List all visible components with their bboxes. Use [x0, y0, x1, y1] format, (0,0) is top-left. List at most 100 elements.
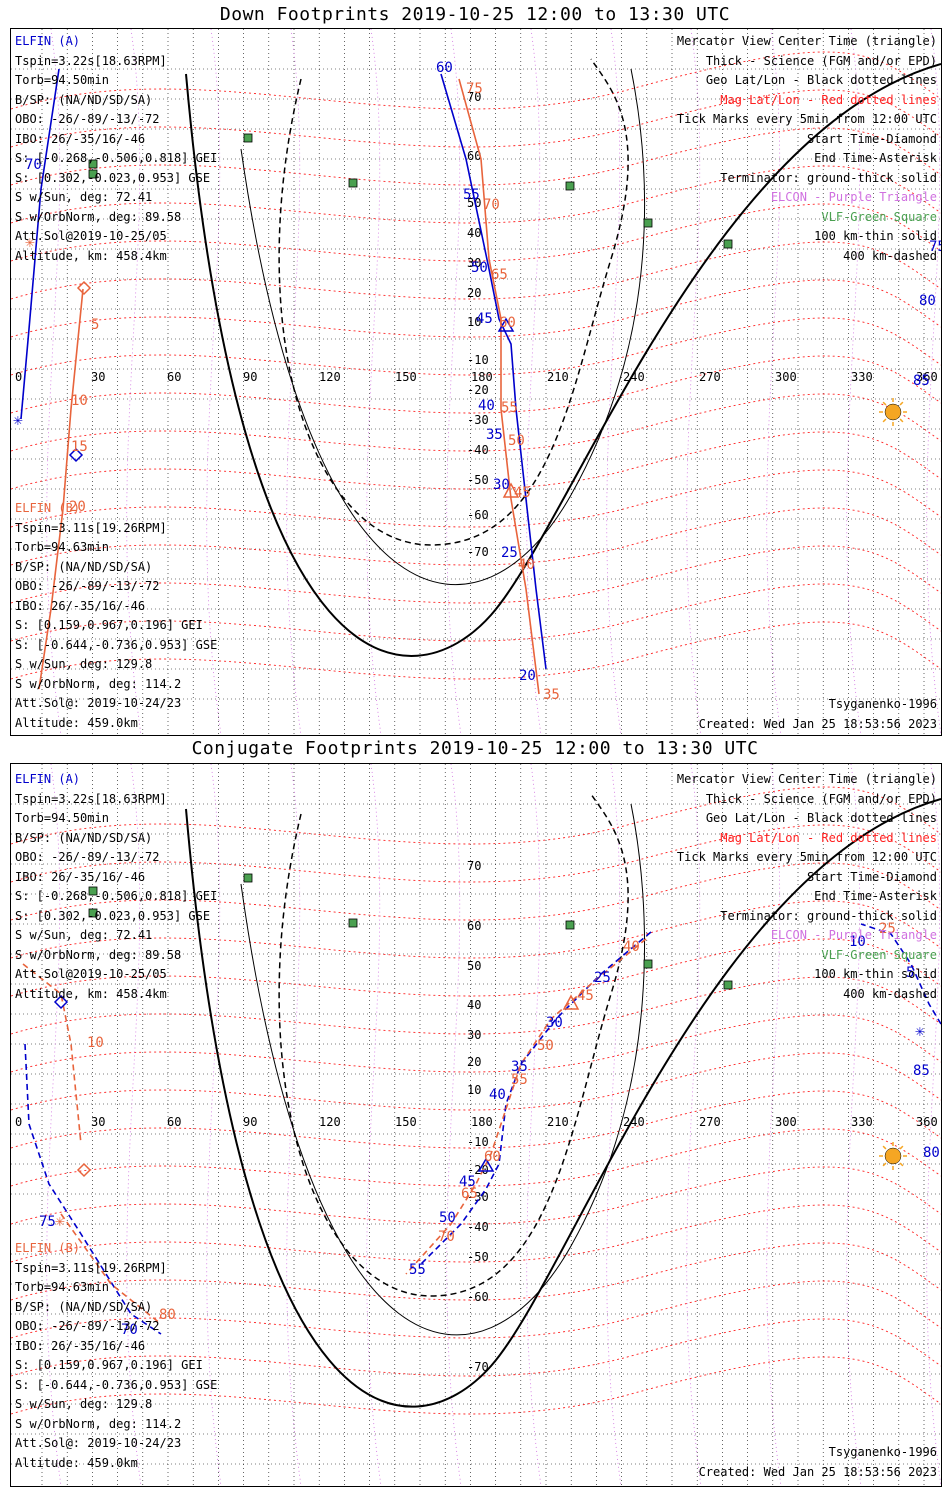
end-asterisk: ✳: [55, 1211, 65, 1230]
sat-a-line: OBO: -26/-89/-13/-72: [15, 850, 160, 864]
model-label: Tsyganenko-1996: [828, 1445, 937, 1459]
lon-tick-label: 300: [775, 1115, 797, 1129]
sat-a-line: S w/OrbNorm, deg: 89.58: [15, 209, 182, 224]
sat-a-tick-label: 20: [519, 668, 536, 684]
sat-a-tick-label: 25: [594, 970, 611, 986]
sat-a-line: Altitude, km: 458.4km: [15, 986, 167, 1001]
sat-a-line: S w/OrbNorm, deg: 89.58: [15, 947, 182, 962]
vlf-station-square: [723, 980, 733, 990]
mag-lat-line: [11, 900, 941, 959]
lat-tick-label: 60: [467, 919, 481, 933]
sat-a-line: Tspin=3.22s[18.63RPM]: [15, 53, 167, 68]
mag-lat-line: [11, 1166, 941, 1225]
sat-a-name: ELFIN (A): [15, 772, 81, 786]
sat-b-info: ELFIN (B) Tspin=3.11s[19.26RPM] Torb=94.…: [15, 1239, 217, 1473]
range-100km-line: [240, 68, 646, 585]
lat-tick-label: 20: [467, 286, 481, 300]
lon-tick-label: 60: [167, 370, 181, 384]
sat-b-tick-label: 65: [461, 1186, 478, 1202]
lon-tick-label: 240: [623, 370, 645, 384]
mag-lat-line: [11, 1014, 941, 1073]
mag-lat-line: [11, 393, 941, 452]
lat-tick-label: -40: [467, 443, 489, 457]
vlf-station-square: [348, 178, 358, 188]
sat-a-tick-label: 55: [463, 187, 480, 203]
view-center-triangle: [502, 482, 520, 498]
sat-a-line: Att.Sol@2019-10-25/05: [15, 229, 167, 243]
legend-item: Mercator View Center Time (triangle): [676, 34, 937, 48]
sun-icon: [884, 403, 902, 421]
mag-lat-line: [11, 165, 941, 224]
lon-tick-label: 270: [699, 370, 721, 384]
sat-b-tick-label: 20: [69, 499, 86, 515]
sat-b-tick-label: 25: [879, 921, 896, 937]
vlf-station-square: [643, 959, 653, 969]
sat-b-line: Altitude: 459.0km: [15, 715, 138, 730]
vlf-station-square: [88, 169, 98, 179]
sun-ray: [899, 401, 904, 406]
lat-tick-label: -60: [467, 1290, 489, 1304]
sat-a-line: Att.Sol@2019-10-25/05: [15, 967, 167, 981]
sat-a-info: ELFIN (A) Tspin=3.22s[18.63RPM] Torb=94.…: [15, 770, 217, 1004]
mag-lon-line: [446, 764, 462, 1486]
sat-a-tick-label: 40: [489, 1087, 506, 1103]
vlf-station-square: [88, 908, 98, 918]
sat-a-tick-label: 45: [459, 1174, 476, 1190]
sat-b-line: S: [0.159,0.967,0.196] GEI: [15, 618, 203, 632]
sat-b-tick-label: 40: [623, 939, 640, 955]
sun-icon: [884, 1147, 902, 1165]
sun-ray: [882, 418, 887, 423]
sat-b-tick-label: 45: [514, 485, 531, 501]
sat-a-line: Tspin=3.22s[18.63RPM]: [15, 791, 167, 806]
sat-a-line: IBO: 26/-35/16/-46: [15, 131, 146, 146]
mag-lat-line: [11, 621, 941, 680]
sat-b-line: OBO: -26/-89/-13/-72: [15, 579, 160, 593]
lat-tick-label: 60: [467, 149, 481, 163]
map-canvas: 0 30 60 90 120 150 180 210 240 270 300 330 360 70 60 50…: [11, 764, 941, 1486]
sat-a-line: IBO: 26/-35/16/-46: [15, 869, 146, 884]
sat-a-tick-label: 70: [25, 157, 42, 173]
sat-b-tick-label: 70: [438, 1229, 455, 1245]
mag-lat-line: [11, 203, 941, 262]
map-canvas: 0 30 60 90 120 150 180 210 240 270 300 330 360 70 60 50…: [11, 29, 941, 735]
mag-lon-line: [526, 764, 542, 1486]
mag-lat-line: [11, 279, 941, 338]
sat-a-tick-label: 50: [471, 260, 488, 276]
sun-ray: [899, 1145, 904, 1150]
lat-tick-label: -10: [467, 353, 489, 367]
vlf-station-square: [723, 239, 733, 249]
sat-a-line: S: [0.302,-0.023,0.953] GSE: [15, 908, 211, 923]
sat-b-track: [458, 78, 540, 695]
sat-a-tick-label: 35: [486, 427, 503, 443]
legend-item: Start Time-Diamond: [806, 131, 937, 146]
sat-b-track-left: [38, 288, 84, 690]
vlf-station-square: [243, 133, 253, 143]
lon-tick-label: 90: [243, 1115, 257, 1129]
terminator-line: [185, 63, 941, 657]
mag-lat-line: [11, 583, 941, 642]
lat-tick-label: 70: [467, 859, 481, 873]
legend-item: 400 km-dashed: [843, 248, 937, 263]
sat-b-info: ELFIN (B) Tspin=3.11s[19.26RPM] Torb=94.…: [15, 499, 217, 733]
created-timestamp: Created: Wed Jan 25 18:53:56 2023: [698, 717, 937, 731]
lat-tick-label: 40: [467, 998, 481, 1012]
lat-tick-label: 10: [467, 1083, 481, 1097]
legend-item: Geo Lat/Lon - Black dotted lines: [705, 73, 937, 87]
lon-tick-label: 360: [916, 1115, 938, 1129]
mag-lon-line: [606, 764, 622, 1486]
mag-lat-line: [11, 127, 941, 186]
lat-tick-label: -50: [467, 473, 489, 487]
sat-a-track-left: [24, 1043, 162, 1335]
mag-lat-line: [11, 824, 941, 883]
sat-a-line: OBO: -26/-89/-13/-72: [15, 112, 160, 126]
sat-a-tick-label: 80: [919, 293, 936, 309]
panel-title: Down Footprints 2019-10-25 12:00 to 13:3…: [219, 4, 731, 25]
sat-b-tick-label: 60: [484, 1149, 501, 1165]
sat-b-tick-label: 45: [577, 988, 594, 1004]
mag-lat-line: [11, 545, 941, 604]
lat-tick-label: -30: [467, 413, 489, 427]
vlf-station-square: [243, 873, 253, 883]
sat-b-line: IBO: 26/-35/16/-46: [15, 598, 146, 613]
lon-tick-label: 120: [319, 1115, 341, 1129]
sat-b-line: Torb=94.63min: [15, 1280, 109, 1294]
